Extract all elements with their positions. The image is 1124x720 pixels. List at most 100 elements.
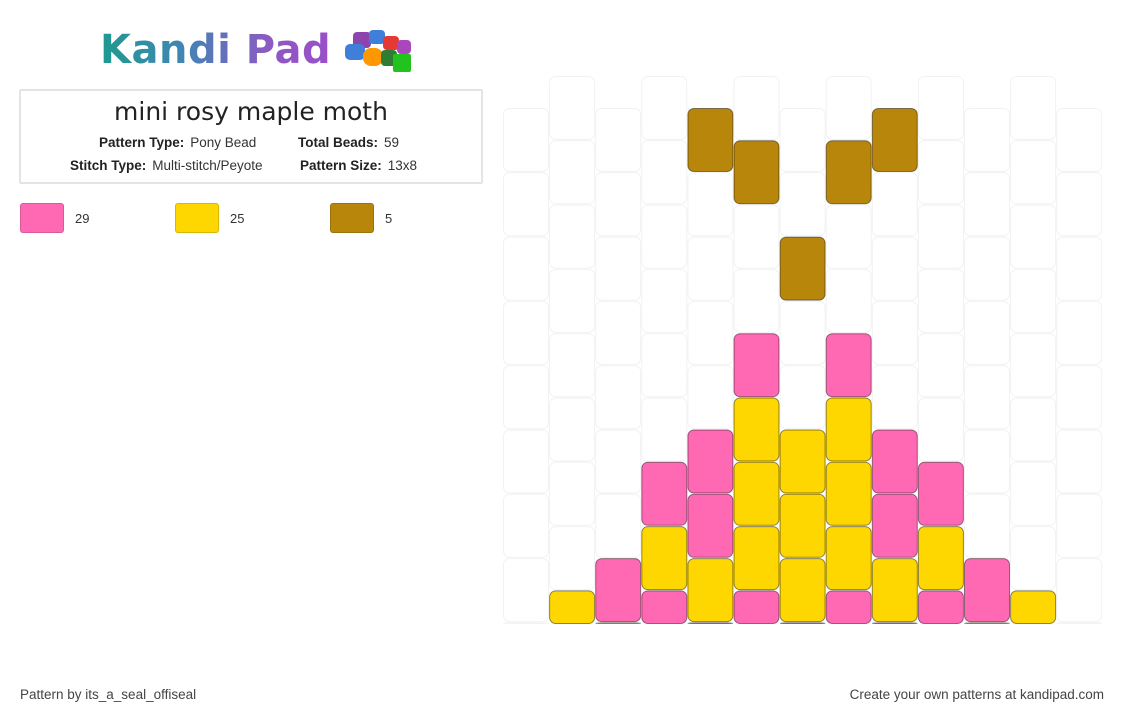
- empty-bead-slot: [641, 204, 688, 269]
- bead-count: 25: [230, 211, 245, 226]
- empty-bead-slot: [503, 236, 549, 301]
- bead: [779, 622, 826, 625]
- kandipad-link[interactable]: Create your own patterns at kandipad.com: [849, 687, 1104, 702]
- empty-bead-slot: [549, 140, 596, 205]
- empty-bead-slot: [595, 300, 642, 365]
- pattern-size-field: Pattern Size: 13x8: [300, 158, 417, 173]
- empty-bead-slot: [687, 300, 734, 365]
- bead: [917, 461, 964, 526]
- bead-count: 5: [385, 211, 393, 226]
- bead: [825, 333, 872, 398]
- bead: [733, 526, 780, 591]
- bead: [964, 558, 1010, 623]
- empty-bead-slot: [1010, 461, 1057, 526]
- empty-bead-slot: [503, 172, 549, 237]
- bead: [733, 590, 780, 625]
- empty-bead-slot: [871, 300, 918, 365]
- empty-bead-slot: [503, 622, 549, 625]
- empty-bead-slot: [779, 300, 826, 365]
- bead: [825, 461, 872, 526]
- bead: [733, 333, 780, 398]
- kandi-pad-logo[interactable]: Kandi Pad: [100, 26, 419, 74]
- pattern-info-card: mini rosy maple moth Pattern Type: Pony B…: [19, 89, 483, 184]
- empty-bead-slot: [595, 429, 642, 494]
- empty-bead-slot: [964, 108, 1010, 172]
- empty-bead-slot: [964, 300, 1010, 365]
- bead: [733, 140, 780, 205]
- empty-bead-slot: [503, 365, 549, 430]
- bead: [917, 590, 964, 625]
- empty-bead-slot: [1010, 268, 1057, 333]
- color-swatch: [175, 203, 219, 233]
- empty-bead-slot: [1056, 236, 1103, 301]
- bead: [917, 526, 964, 591]
- empty-bead-slot: [1010, 140, 1057, 205]
- empty-bead-slot: [917, 140, 964, 205]
- empty-bead-slot: [964, 365, 1010, 430]
- empty-bead-slot: [1056, 429, 1103, 494]
- empty-bead-slot: [641, 268, 688, 333]
- pattern-type-field: Pattern Type: Pony Bead: [99, 135, 256, 150]
- empty-bead-slot: [917, 397, 964, 462]
- empty-bead-slot: [1010, 397, 1057, 462]
- empty-bead-slot: [549, 268, 596, 333]
- empty-bead-slot: [641, 140, 688, 205]
- empty-bead-slot: [595, 172, 642, 237]
- empty-bead-slot: [1056, 365, 1103, 430]
- empty-bead-slot: [549, 397, 596, 462]
- empty-bead-slot: [917, 76, 964, 140]
- empty-bead-slot: [917, 268, 964, 333]
- empty-bead-slot: [549, 76, 596, 140]
- bead: [779, 493, 826, 558]
- bead: [549, 590, 596, 625]
- empty-bead-slot: [1056, 622, 1103, 625]
- empty-bead-slot: [964, 429, 1010, 494]
- empty-bead-slot: [779, 365, 826, 430]
- empty-bead-slot: [595, 365, 642, 430]
- empty-bead-slot: [687, 172, 734, 237]
- bead: [779, 236, 826, 301]
- bead: [779, 558, 826, 623]
- bead: [871, 622, 918, 625]
- empty-bead-slot: [1010, 204, 1057, 269]
- bead: [825, 526, 872, 591]
- empty-bead-slot: [779, 108, 826, 172]
- pattern-title: mini rosy maple moth: [114, 97, 388, 126]
- total-beads-value: 59: [384, 135, 400, 150]
- empty-bead-slot: [917, 204, 964, 269]
- bead: [733, 397, 780, 462]
- empty-bead-slot: [964, 172, 1010, 237]
- bead: [871, 429, 918, 494]
- bead: [641, 461, 688, 526]
- empty-bead-slot: [1010, 333, 1057, 398]
- bead: [1010, 590, 1057, 625]
- empty-bead-slot: [1056, 493, 1103, 558]
- stitch-type-value: Multi-stitch/Peyote: [152, 158, 263, 173]
- bead: [871, 493, 918, 558]
- bead: [687, 622, 734, 625]
- empty-bead-slot: [733, 204, 780, 269]
- color-swatch: [330, 203, 374, 233]
- pattern-size-label: Pattern Size:: [300, 158, 382, 173]
- bead: [871, 108, 918, 172]
- empty-bead-slot: [503, 300, 549, 365]
- beads-logo-icon: [345, 30, 412, 72]
- empty-bead-slot: [503, 558, 549, 623]
- bead: [687, 108, 734, 172]
- empty-bead-slot: [549, 204, 596, 269]
- pattern-type-value: Pony Bead: [190, 135, 257, 150]
- total-beads-label: Total Beads:: [298, 135, 379, 150]
- empty-bead-slot: [503, 429, 549, 494]
- empty-bead-slot: [1010, 526, 1057, 591]
- empty-bead-slot: [917, 333, 964, 398]
- empty-bead-slot: [641, 397, 688, 462]
- bead: [595, 622, 642, 625]
- empty-bead-slot: [1056, 558, 1103, 623]
- empty-bead-slot: [779, 172, 826, 237]
- pattern-type-label: Pattern Type:: [99, 135, 185, 150]
- empty-bead-slot: [641, 333, 688, 398]
- empty-bead-slot: [1056, 300, 1103, 365]
- empty-bead-slot: [871, 365, 918, 430]
- total-beads-field: Total Beads: 59: [298, 135, 399, 150]
- bead: [641, 526, 688, 591]
